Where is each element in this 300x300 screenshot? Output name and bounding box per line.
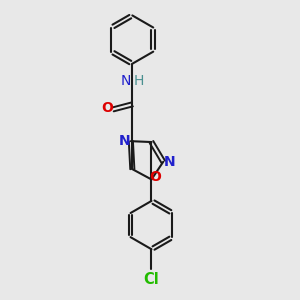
Text: N: N bbox=[121, 74, 131, 88]
Text: H: H bbox=[134, 74, 144, 88]
Text: O: O bbox=[149, 170, 161, 184]
Text: N: N bbox=[118, 134, 130, 148]
Text: Cl: Cl bbox=[144, 272, 159, 287]
Text: N: N bbox=[164, 155, 176, 169]
Text: O: O bbox=[101, 101, 113, 116]
